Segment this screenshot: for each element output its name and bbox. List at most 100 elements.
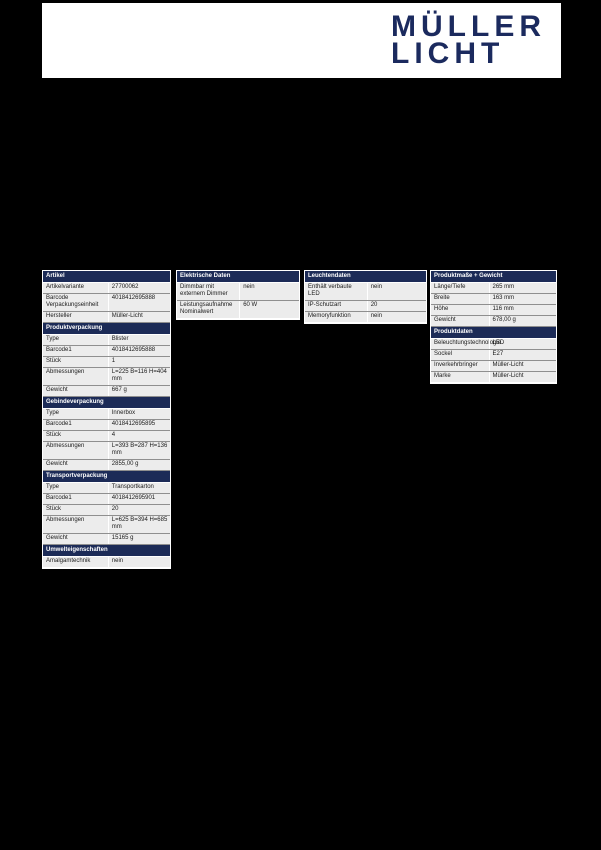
table-row: Dimmbar mit externem Dimmer nein <box>177 283 299 301</box>
row-value: E27 <box>488 350 557 360</box>
row-value: L=625 B=394 H=685 mm <box>107 516 170 533</box>
table-row: Stück 1 <box>43 357 170 368</box>
row-value: LED <box>488 339 557 349</box>
table-row: Gewicht 15165 g <box>43 534 170 545</box>
row-value: L=393 B=287 H=136 mm <box>107 442 170 459</box>
table-row: Memoryfunktion nein <box>305 312 426 323</box>
row-label: Gewicht <box>46 387 68 393</box>
table-elektrische-daten: Elektrische Daten Dimmbar mit externem Di… <box>176 270 300 320</box>
row-value: 2855,00 g <box>107 460 170 470</box>
row-label: Stück <box>46 358 62 364</box>
row-label: Abmessungen <box>46 443 85 449</box>
table-row: Stück 20 <box>43 505 170 516</box>
section-header: Artikel <box>43 271 170 283</box>
row-label: Stück <box>46 506 62 512</box>
header-band: MÜLLER LICHT <box>42 3 561 78</box>
table-artikel: Artikel Artikelvariante 27700062 Barcode Ve… <box>42 270 171 569</box>
logo-line-1: MÜLLER <box>391 10 546 43</box>
table-leuchtendaten: Leuchtendaten Enthält verbaute LED nein IP-… <box>304 270 427 324</box>
row-label: Barcode Verpackungseinheit <box>46 295 99 308</box>
row-label: Type <box>46 484 60 490</box>
section-header: Gebindeverpackung <box>43 397 170 409</box>
row-label: Enthält verbaute LED <box>308 284 352 297</box>
table-row: Amalgamtechnik nein <box>43 557 170 568</box>
row-label: Memoryfunktion <box>308 313 351 319</box>
row-label: Inverkehrbringer <box>434 362 478 368</box>
table-row: Type Innerbox <box>43 409 170 420</box>
row-label: Gewicht <box>46 535 68 541</box>
row-label: Marke <box>434 373 451 379</box>
row-value: 667 g <box>107 386 170 396</box>
table-row: Marke Müller-Licht <box>431 372 556 383</box>
row-label: Abmessungen <box>46 517 85 523</box>
logo-line-2: LICHT <box>391 37 505 70</box>
row-label: Breite <box>434 295 450 301</box>
row-label: Amalgamtechnik <box>46 558 91 564</box>
table-row: Gewicht 667 g <box>43 386 170 397</box>
row-value: 20 <box>107 505 170 515</box>
row-label: Type <box>46 336 60 342</box>
table-row: Barcode1 4018412695888 <box>43 346 170 357</box>
row-label: IP-Schutzart <box>308 302 342 308</box>
row-label: Stück <box>46 432 62 438</box>
row-label: Gewicht <box>434 317 456 323</box>
row-value: Müller-Licht <box>107 312 170 322</box>
row-value: 4018412695888 <box>107 346 170 356</box>
row-label: Hersteller <box>46 313 72 319</box>
row-label: Gewicht <box>46 461 68 467</box>
row-value: 15165 g <box>107 534 170 544</box>
table-row: Hersteller Müller-Licht <box>43 312 170 323</box>
row-value: Transportkarton <box>107 483 170 493</box>
table-row: Barcode1 4018412695895 <box>43 420 170 431</box>
row-value: 4018412695901 <box>107 494 170 504</box>
table-row: IP-Schutzart 20 <box>305 301 426 312</box>
section-header: Leuchtendaten <box>305 271 426 283</box>
table-row: Barcode1 4018412695901 <box>43 494 170 505</box>
row-value: nein <box>366 283 426 300</box>
row-value: nein <box>366 312 426 322</box>
row-label: Barcode1 <box>46 347 72 353</box>
row-value: 163 mm <box>488 294 557 304</box>
row-label: Abmessungen <box>46 369 85 375</box>
row-value: 1 <box>107 357 170 367</box>
table-row: Höhe 116 mm <box>431 305 556 316</box>
section-header: Produktdaten <box>431 327 556 339</box>
row-value: Blister <box>107 335 170 345</box>
row-label: Barcode1 <box>46 421 72 427</box>
row-label: Leistungsaufnahme Nominalwert <box>180 302 233 315</box>
table-row: Abmessungen L=625 B=394 H=685 mm <box>43 516 170 534</box>
row-label: Barcode1 <box>46 495 72 501</box>
table-row: Barcode Verpackungseinheit 4018412695888 <box>43 294 170 312</box>
row-value: Müller-Licht <box>488 372 557 382</box>
table-row: Beleuchtungstechnologie LED <box>431 339 556 350</box>
row-value: 20 <box>366 301 426 311</box>
section-header: Produktverpackung <box>43 323 170 335</box>
table-row: Inverkehrbringer Müller-Licht <box>431 361 556 372</box>
section-header: Umwelteigenschaften <box>43 545 170 557</box>
row-value: 265 mm <box>488 283 557 293</box>
row-value: 27700062 <box>107 283 170 293</box>
row-value: 4018412695895 <box>107 420 170 430</box>
row-value: Innerbox <box>107 409 170 419</box>
row-label: Dimmbar mit externem Dimmer <box>180 284 228 297</box>
row-label: Sockel <box>434 351 453 357</box>
row-value: 4 <box>107 431 170 441</box>
table-row: Gewicht 2855,00 g <box>43 460 170 471</box>
row-value: L=225 B=116 H=404 mm <box>107 368 170 385</box>
section-header: Produktmaße + Gewicht <box>431 271 556 283</box>
table-row: Abmessungen L=225 B=116 H=404 mm <box>43 368 170 386</box>
table-produktdaten: Produktmaße + Gewicht Länge/Tiefe 265 mm Br… <box>430 270 557 384</box>
row-label: Länge/Tiefe <box>434 284 466 290</box>
table-row: Type Blister <box>43 335 170 346</box>
row-label: Höhe <box>434 306 449 312</box>
row-value: 116 mm <box>488 305 557 315</box>
row-label: Artikelvariante <box>46 284 85 290</box>
section-header: Elektrische Daten <box>177 271 299 283</box>
row-label: Type <box>46 410 60 416</box>
mueller-licht-logo: MÜLLER LICHT <box>391 10 546 70</box>
row-value: 60 W <box>239 301 299 318</box>
table-row: Gewicht 678,00 g <box>431 316 556 327</box>
row-value: nein <box>239 283 299 300</box>
table-row: Breite 163 mm <box>431 294 556 305</box>
